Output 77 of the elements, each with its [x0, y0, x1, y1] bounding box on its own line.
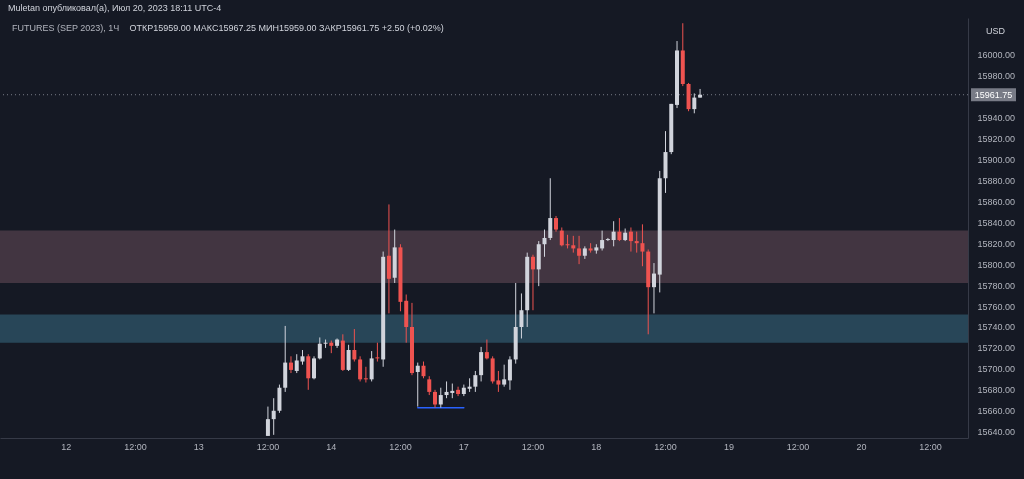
annotation: ОТКР15959.00 МАКС15967.25 МИН15959.00 ЗАКР15961.75 +2.50 (+0.02%)	[129, 23, 444, 33]
candlestick	[611, 220, 616, 247]
y-tick-label: 15760.00	[977, 301, 1016, 312]
y-tick-label: 15900.00	[977, 154, 1016, 165]
candlestick	[294, 353, 299, 374]
y-tick-label: 15880.00	[977, 175, 1016, 186]
candlestick	[502, 364, 507, 388]
candlestick	[375, 342, 380, 363]
x-tick-label: 12:00	[389, 441, 412, 452]
candlestick	[530, 254, 535, 311]
candlestick	[415, 362, 420, 408]
candlestick	[369, 350, 374, 382]
candlestick	[346, 344, 351, 372]
candlestick	[288, 355, 293, 374]
y-tick-label: 15800.00	[977, 259, 1016, 270]
x-tick-label: 12:00	[521, 441, 545, 452]
y-axis-title: USD	[985, 25, 1006, 36]
y-tick-label: 15920.00	[977, 133, 1016, 144]
candlestick	[651, 262, 656, 314]
candlestick	[317, 336, 322, 360]
x-tick-label: 14	[326, 441, 337, 452]
candlestick	[312, 355, 317, 380]
candlestick	[306, 353, 311, 391]
candlestick	[265, 406, 270, 437]
candlestick	[617, 217, 622, 242]
candlestick	[519, 292, 524, 339]
candlestick	[438, 387, 443, 409]
chart-title: Muletan опубликовал(а), Июл 20, 2023 18:11 UTC-4	[8, 3, 222, 13]
y-tick-label: 16000.00	[977, 50, 1016, 61]
candlestick	[692, 92, 697, 114]
candlestick	[358, 355, 363, 382]
candlestick	[479, 346, 484, 382]
ref-line-label: 15961.75	[974, 89, 1013, 100]
x-tick-label: 20	[856, 441, 867, 452]
y-tick-label: 15660.00	[977, 406, 1016, 417]
x-tick-label: 12	[61, 441, 72, 452]
x-tick-label: 13	[193, 441, 204, 452]
y-tick-label: 15940.00	[977, 113, 1016, 123]
y-tick-label: 15700.00	[977, 364, 1016, 375]
y-tick-label: 15680.00	[977, 385, 1016, 396]
x-tick-label: 12:00	[919, 441, 942, 452]
candlestick	[577, 235, 582, 265]
y-tick-label: 15740.00	[977, 322, 1016, 333]
candlestick	[352, 328, 357, 363]
x-tick-label: 12:00	[786, 441, 810, 452]
x-tick-label: 19	[723, 441, 734, 452]
x-tick-label: 17	[458, 441, 469, 452]
x-tick-label: 12:00	[654, 441, 677, 452]
candlestick	[484, 339, 489, 360]
y-tick-label: 15780.00	[977, 280, 1016, 291]
y-tick-label: 15840.00	[977, 217, 1016, 228]
candlestick	[628, 226, 633, 253]
candlestick	[542, 229, 547, 258]
candlestick	[427, 375, 432, 396]
y-tick-label: 15820.00	[977, 238, 1016, 249]
candlestick	[473, 370, 478, 393]
candlestick	[640, 223, 645, 267]
x-tick-label: 18	[591, 441, 602, 452]
x-tick-label: 12:00	[124, 441, 147, 452]
candlestick	[698, 88, 703, 99]
candlestick	[600, 230, 605, 252]
y-tick-label: 15640.00	[977, 427, 1016, 438]
candlestick	[386, 203, 391, 314]
candlestick	[363, 366, 368, 383]
candlestick	[456, 386, 461, 397]
candlestick	[634, 231, 639, 254]
candlestick	[559, 226, 564, 247]
candlestick	[507, 355, 512, 391]
candlestick	[548, 177, 553, 241]
x-tick-label: 12:00	[256, 441, 280, 452]
text: FUTURES (SEP 2023), 1Ч	[12, 23, 120, 33]
y-tick-label: 15980.00	[977, 71, 1016, 82]
y-tick-label: 15720.00	[977, 343, 1016, 354]
candlestick	[605, 237, 610, 242]
candlestick	[277, 384, 282, 414]
candlestick	[271, 397, 276, 436]
y-tick-label: 15860.00	[977, 196, 1016, 207]
